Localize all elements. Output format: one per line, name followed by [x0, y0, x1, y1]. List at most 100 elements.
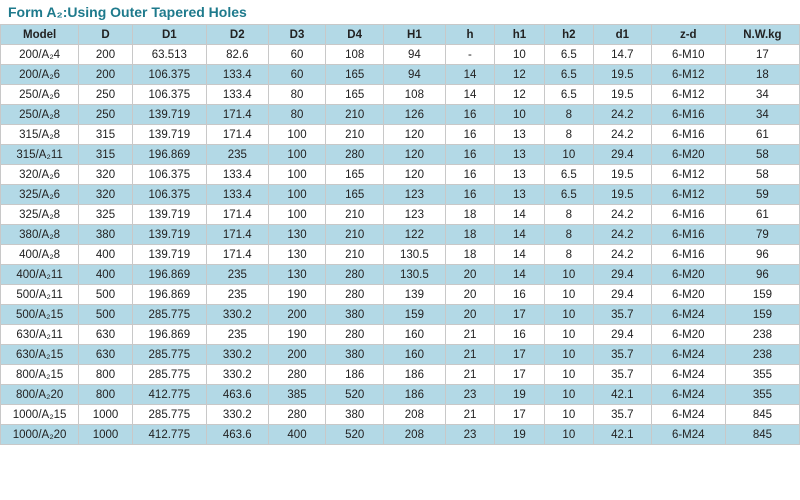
table-row: 315/A₂11315196.86923510028012016131029.4… — [1, 145, 800, 165]
cell-h1: 16 — [495, 325, 544, 345]
spec-table: ModelDD1D2D3D4H1hh1h2d1z-dN.W.kg 200/A₂4… — [0, 24, 800, 445]
cell-D1: 139.719 — [132, 205, 206, 225]
cell-D1: 139.719 — [132, 125, 206, 145]
cell-D4: 108 — [326, 45, 384, 65]
cell-zd: 6-M24 — [651, 305, 725, 325]
cell-d1: 19.5 — [594, 85, 652, 105]
col-header-11: z-d — [651, 25, 725, 45]
cell-h1: 17 — [495, 365, 544, 385]
cell-D2: 330.2 — [206, 405, 268, 425]
cell-H1: 159 — [383, 305, 445, 325]
cell-D4: 520 — [326, 425, 384, 445]
cell-h2: 10 — [544, 305, 593, 325]
cell-nw: 59 — [725, 185, 799, 205]
cell-model: 400/A₂8 — [1, 245, 79, 265]
cell-nw: 79 — [725, 225, 799, 245]
cell-d1: 29.4 — [594, 265, 652, 285]
cell-nw: 34 — [725, 105, 799, 125]
cell-d1: 19.5 — [594, 65, 652, 85]
cell-H1: 130.5 — [383, 245, 445, 265]
cell-model: 500/A₂11 — [1, 285, 79, 305]
cell-h1: 17 — [495, 405, 544, 425]
cell-h: 16 — [445, 145, 494, 165]
cell-D4: 165 — [326, 65, 384, 85]
cell-D1: 106.375 — [132, 185, 206, 205]
cell-H1: 120 — [383, 125, 445, 145]
cell-D3: 190 — [268, 285, 326, 305]
cell-h2: 6.5 — [544, 85, 593, 105]
cell-d1: 35.7 — [594, 345, 652, 365]
cell-D1: 139.719 — [132, 245, 206, 265]
table-row: 315/A₂8315139.719171.41002101201613824.2… — [1, 125, 800, 145]
cell-D4: 165 — [326, 185, 384, 205]
cell-h: 16 — [445, 125, 494, 145]
cell-h2: 8 — [544, 105, 593, 125]
cell-D: 325 — [79, 205, 133, 225]
cell-h2: 10 — [544, 325, 593, 345]
cell-h1: 10 — [495, 105, 544, 125]
cell-model: 800/A₂15 — [1, 365, 79, 385]
cell-D1: 106.375 — [132, 65, 206, 85]
col-header-12: N.W.kg — [725, 25, 799, 45]
cell-h: 16 — [445, 185, 494, 205]
cell-nw: 355 — [725, 365, 799, 385]
cell-D1: 285.775 — [132, 305, 206, 325]
cell-D: 320 — [79, 165, 133, 185]
cell-h2: 6.5 — [544, 165, 593, 185]
cell-D2: 463.6 — [206, 425, 268, 445]
cell-h: 23 — [445, 385, 494, 405]
cell-d1: 29.4 — [594, 325, 652, 345]
cell-H1: 122 — [383, 225, 445, 245]
cell-nw: 96 — [725, 245, 799, 265]
cell-d1: 24.2 — [594, 205, 652, 225]
cell-H1: 108 — [383, 85, 445, 105]
cell-D1: 285.775 — [132, 405, 206, 425]
cell-nw: 34 — [725, 85, 799, 105]
cell-D2: 171.4 — [206, 125, 268, 145]
cell-D: 250 — [79, 105, 133, 125]
col-header-2: D1 — [132, 25, 206, 45]
cell-d1: 35.7 — [594, 305, 652, 325]
cell-D4: 280 — [326, 145, 384, 165]
cell-D1: 106.375 — [132, 165, 206, 185]
cell-d1: 24.2 — [594, 105, 652, 125]
table-row: 500/A₂15500285.775330.220038015920171035… — [1, 305, 800, 325]
cell-D: 200 — [79, 65, 133, 85]
cell-D3: 130 — [268, 225, 326, 245]
cell-zd: 6-M12 — [651, 185, 725, 205]
cell-D3: 60 — [268, 65, 326, 85]
cell-model: 250/A₂8 — [1, 105, 79, 125]
cell-D4: 380 — [326, 345, 384, 365]
cell-D: 380 — [79, 225, 133, 245]
cell-model: 325/A₂6 — [1, 185, 79, 205]
cell-D3: 190 — [268, 325, 326, 345]
cell-h1: 13 — [495, 145, 544, 165]
table-row: 380/A₂8380139.719171.41302101221814824.2… — [1, 225, 800, 245]
cell-D2: 171.4 — [206, 205, 268, 225]
cell-d1: 24.2 — [594, 225, 652, 245]
cell-h: 23 — [445, 425, 494, 445]
col-header-4: D3 — [268, 25, 326, 45]
cell-D: 630 — [79, 345, 133, 365]
cell-H1: 186 — [383, 365, 445, 385]
col-header-7: h — [445, 25, 494, 45]
cell-h: - — [445, 45, 494, 65]
cell-h2: 6.5 — [544, 65, 593, 85]
cell-nw: 58 — [725, 145, 799, 165]
cell-D1: 106.375 — [132, 85, 206, 105]
cell-h: 18 — [445, 205, 494, 225]
cell-h2: 10 — [544, 405, 593, 425]
cell-zd: 6-M12 — [651, 165, 725, 185]
cell-D2: 133.4 — [206, 65, 268, 85]
cell-h1: 17 — [495, 305, 544, 325]
cell-D1: 285.775 — [132, 345, 206, 365]
cell-zd: 6-M12 — [651, 85, 725, 105]
cell-h2: 10 — [544, 385, 593, 405]
cell-h2: 8 — [544, 225, 593, 245]
cell-h: 20 — [445, 265, 494, 285]
cell-model: 315/A₂11 — [1, 145, 79, 165]
cell-D: 800 — [79, 365, 133, 385]
cell-H1: 208 — [383, 425, 445, 445]
table-row: 325/A₂6320106.375133.410016512316136.519… — [1, 185, 800, 205]
cell-h: 20 — [445, 285, 494, 305]
